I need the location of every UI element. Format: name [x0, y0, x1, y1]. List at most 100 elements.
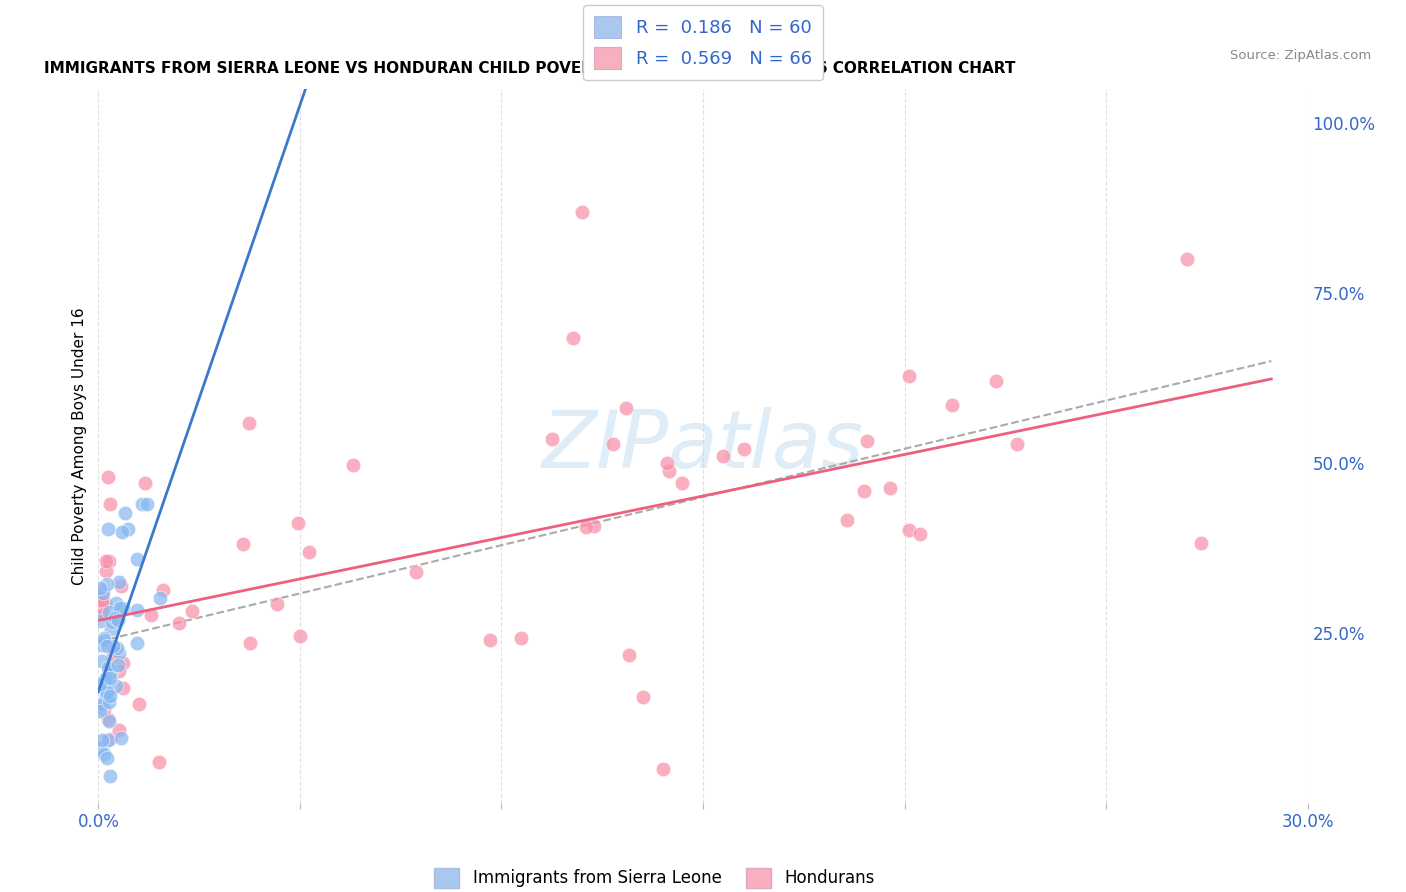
Point — [98, 769, 121, 783]
Point — [93, 698, 115, 712]
Point — [97, 661, 120, 675]
Point — [97, 733, 120, 747]
Point — [103, 640, 125, 654]
Point — [288, 629, 311, 643]
Point — [89, 704, 111, 718]
Point — [112, 656, 135, 670]
Point — [131, 497, 153, 511]
Point — [100, 672, 122, 686]
Point — [96, 576, 118, 591]
Point — [910, 527, 932, 541]
Point — [298, 545, 321, 559]
Point — [114, 507, 136, 521]
Point — [89, 741, 111, 756]
Point — [89, 614, 111, 628]
Point — [97, 712, 120, 726]
Point — [134, 475, 156, 490]
Point — [97, 554, 120, 568]
Point — [108, 664, 131, 678]
Point — [711, 449, 734, 463]
Point — [101, 648, 124, 663]
Point — [98, 497, 121, 511]
Point — [97, 605, 120, 619]
Point — [93, 633, 115, 648]
Point — [540, 433, 562, 447]
Text: Source: ZipAtlas.com: Source: ZipAtlas.com — [1230, 49, 1371, 62]
Point — [897, 368, 920, 383]
Point — [96, 640, 118, 654]
Point — [852, 484, 875, 499]
Point — [98, 689, 121, 703]
Point — [89, 581, 111, 595]
Point — [342, 458, 364, 472]
Point — [879, 481, 901, 495]
Point — [127, 636, 149, 650]
Point — [110, 579, 132, 593]
Point — [103, 639, 125, 653]
Point — [98, 732, 121, 747]
Point — [1189, 535, 1212, 549]
Point — [856, 434, 879, 448]
Point — [575, 519, 598, 533]
Point — [117, 522, 139, 536]
Point — [97, 695, 120, 709]
Point — [898, 523, 921, 537]
Point — [582, 518, 605, 533]
Point — [107, 614, 129, 628]
Point — [89, 680, 111, 694]
Point — [232, 537, 254, 551]
Point — [104, 611, 127, 625]
Point — [658, 464, 681, 478]
Point — [90, 733, 112, 747]
Point — [100, 665, 122, 679]
Point — [107, 723, 129, 738]
Point — [181, 604, 204, 618]
Point — [239, 636, 262, 650]
Text: ZIPatlas: ZIPatlas — [541, 407, 865, 485]
Point — [479, 633, 502, 648]
Point — [98, 662, 121, 676]
Point — [91, 697, 114, 711]
Point — [509, 631, 531, 645]
Point — [98, 714, 121, 728]
Point — [89, 677, 111, 691]
Point — [101, 615, 124, 629]
Point — [98, 665, 121, 680]
Text: IMMIGRANTS FROM SIERRA LEONE VS HONDURAN CHILD POVERTY AMONG BOYS UNDER 16 CORRE: IMMIGRANTS FROM SIERRA LEONE VS HONDURAN… — [44, 61, 1015, 76]
Point — [1005, 437, 1028, 451]
Point — [1175, 252, 1198, 266]
Point — [238, 416, 260, 430]
Point — [91, 583, 114, 598]
Point — [614, 401, 637, 416]
Point — [148, 756, 170, 770]
Point — [97, 470, 120, 484]
Point — [94, 680, 117, 694]
Point — [94, 673, 117, 688]
Point — [602, 436, 624, 450]
Point — [631, 690, 654, 704]
Y-axis label: Child Poverty Among Boys Under 16: Child Poverty Among Boys Under 16 — [72, 307, 87, 585]
Point — [100, 622, 122, 636]
Point — [141, 607, 163, 622]
Point — [97, 670, 120, 684]
Point — [671, 476, 693, 491]
Point — [94, 686, 117, 700]
Point — [93, 607, 115, 622]
Point — [96, 685, 118, 699]
Point — [107, 657, 129, 672]
Legend: Immigrants from Sierra Leone, Hondurans: Immigrants from Sierra Leone, Hondurans — [427, 861, 882, 892]
Point — [108, 601, 131, 615]
Point — [111, 600, 134, 615]
Point — [91, 603, 114, 617]
Point — [96, 751, 118, 765]
Point — [110, 731, 132, 745]
Point — [91, 585, 114, 599]
Point — [93, 631, 115, 645]
Point — [105, 640, 128, 655]
Point — [108, 574, 131, 589]
Point — [562, 331, 585, 345]
Point — [287, 516, 309, 530]
Point — [152, 583, 174, 598]
Point — [108, 646, 131, 660]
Point — [94, 565, 117, 579]
